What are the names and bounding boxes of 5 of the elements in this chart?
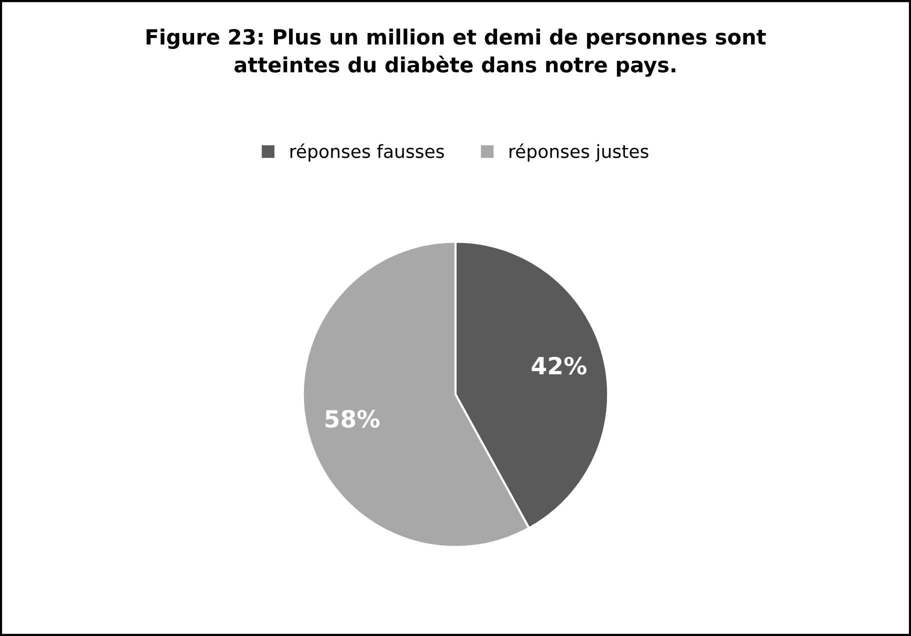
data-label: 58% <box>326 410 380 428</box>
data-label: 42% <box>532 356 586 375</box>
legend-label: réponses justes <box>510 143 648 162</box>
legend-label: réponses fausses <box>290 143 444 162</box>
chart-title: Figure 23: Plus un million et demi de personnes sont atteintes du diabète dans notre pays. <box>146 28 766 77</box>
